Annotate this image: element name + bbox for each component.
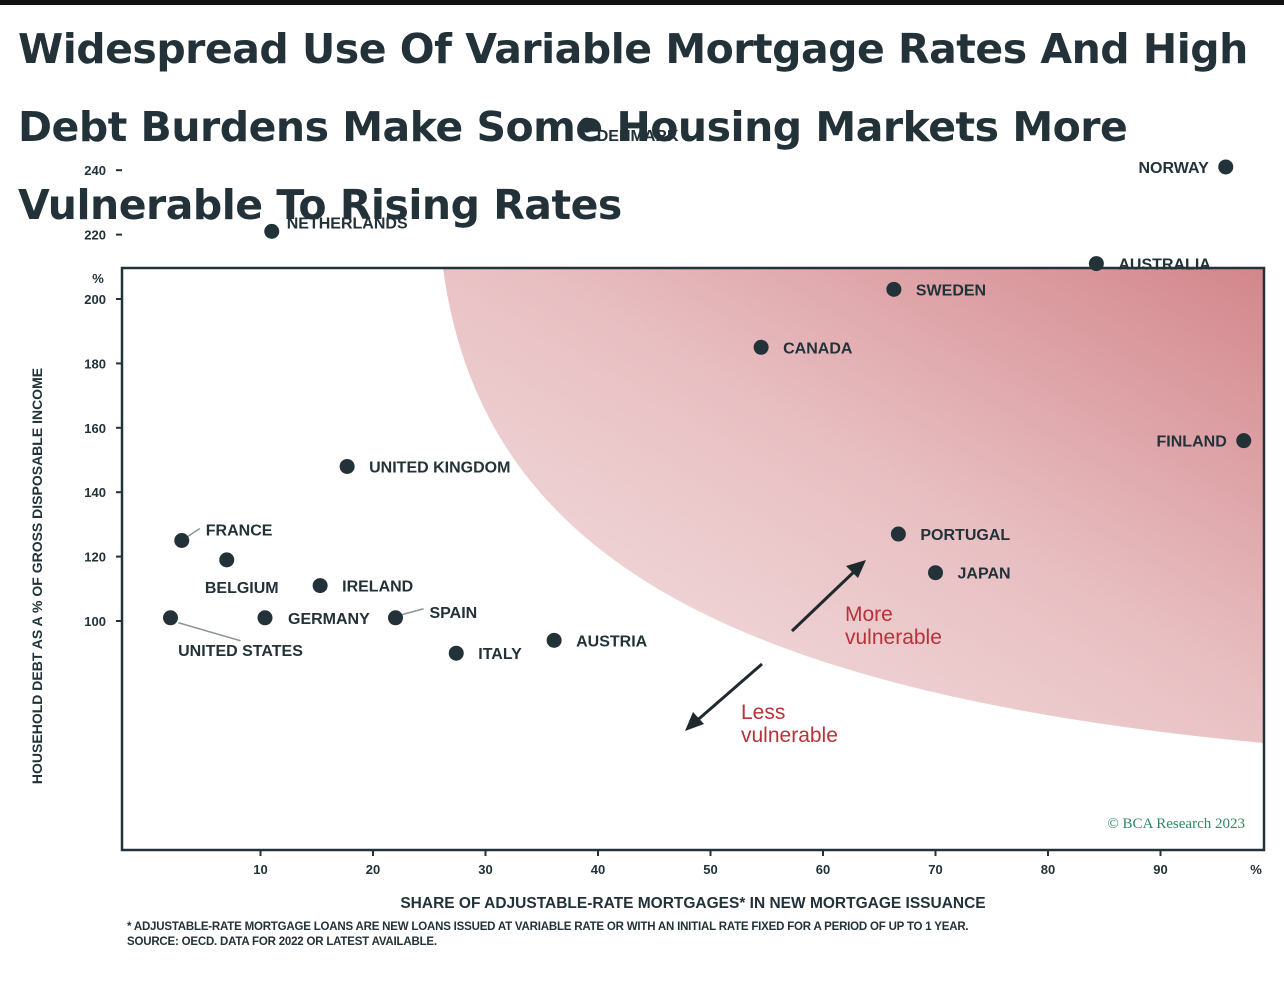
chart-title: Widespread Use Of Variable Mortgage Rate… xyxy=(18,25,1248,229)
y-tick-label: 120 xyxy=(84,550,106,565)
point-label-spain: SPAIN xyxy=(430,605,478,622)
point-label-france: FRANCE xyxy=(206,523,273,540)
point-netherlands xyxy=(264,223,280,239)
point-denmark xyxy=(579,117,595,133)
point-austria xyxy=(546,632,562,648)
more-vulnerable-label-1: More xyxy=(845,603,893,626)
plot-frame xyxy=(120,266,1266,852)
point-united-kingdom xyxy=(339,458,355,474)
x-axis-label: SHARE OF ADJUSTABLE-RATE MORTGAGES* IN N… xyxy=(400,895,985,912)
x-tick-label: 20 xyxy=(366,862,380,877)
point-label-canada: CANADA xyxy=(783,340,853,357)
x-tick-label: 30 xyxy=(478,862,492,877)
source-note: SOURCE: OECD. DATA FOR 2022 OR LATEST AV… xyxy=(127,936,437,948)
point-label-belgium: BELGIUM xyxy=(205,580,279,597)
point-canada xyxy=(753,339,769,355)
footnote: * ADJUSTABLE-RATE MORTGAGE LOANS ARE NEW… xyxy=(127,921,969,933)
point-united-states xyxy=(163,610,178,626)
y-tick-label: 180 xyxy=(84,356,106,371)
less-vulnerable-label-2: vulnerable xyxy=(741,724,838,747)
y-tick-label: 240 xyxy=(84,163,106,178)
point-belgium xyxy=(219,552,235,568)
point-norway xyxy=(1218,159,1234,175)
point-japan xyxy=(928,565,943,581)
x-tick-label: 70 xyxy=(928,862,942,877)
point-portugal xyxy=(890,526,906,542)
credit-label: © BCA Research 2023 xyxy=(1107,816,1245,832)
point-label-germany: GERMANY xyxy=(288,611,370,628)
point-label-austria: AUSTRIA xyxy=(576,633,648,650)
point-spain xyxy=(388,610,403,626)
more-vulnerable-label-2: vulnerable xyxy=(845,626,942,649)
point-sweden xyxy=(886,281,902,297)
leader-line-france xyxy=(187,527,201,538)
point-label-netherlands: NETHERLANDS xyxy=(287,215,408,232)
point-italy xyxy=(448,645,464,661)
point-label-united-states: UNITED STATES xyxy=(178,643,303,660)
point-label-united-kingdom: UNITED KINGDOM xyxy=(369,459,510,476)
top-border xyxy=(0,0,1284,5)
less-vulnerable-arrow xyxy=(692,662,763,726)
point-label-ireland: IRELAND xyxy=(342,579,413,596)
point-germany xyxy=(257,610,273,626)
point-label-denmark: DENMARK xyxy=(597,128,679,145)
y-tick-label: 200 xyxy=(84,292,106,307)
x-tick-label: 90 xyxy=(1153,862,1167,877)
point-france xyxy=(174,533,190,548)
more-vulnerable-arrowhead xyxy=(846,560,866,578)
y-tick-label: 140 xyxy=(84,485,106,500)
x-unit-label: % xyxy=(1250,862,1262,877)
leader-line-united-states xyxy=(178,622,241,642)
point-label-finland: FINLAND xyxy=(1157,434,1227,451)
y-tick-label: 160 xyxy=(84,421,106,436)
less-vulnerable-arrowhead xyxy=(685,712,704,731)
x-tick-label: 40 xyxy=(591,862,605,877)
point-label-italy: ITALY xyxy=(478,646,522,663)
point-ireland xyxy=(312,578,328,594)
x-tick-label: 60 xyxy=(816,862,830,877)
point-australia xyxy=(1088,256,1104,272)
y-unit-label: % xyxy=(92,271,104,286)
leader-line-spain xyxy=(401,608,424,616)
point-label-japan: JAPAN xyxy=(958,566,1011,583)
y-tick-label: 220 xyxy=(84,228,106,243)
y-tick-label: 100 xyxy=(84,614,106,629)
x-tick-label: 10 xyxy=(253,862,267,877)
x-tick-label: 50 xyxy=(703,862,717,877)
x-tick-label: 80 xyxy=(1041,862,1055,877)
point-label-portugal: PORTUGAL xyxy=(920,527,1010,544)
more-vulnerable-arrow xyxy=(790,566,860,633)
point-label-sweden: SWEDEN xyxy=(916,282,986,299)
point-label-australia: AUSTRALIA xyxy=(1118,257,1211,274)
less-vulnerable-label-1: Less xyxy=(741,701,785,724)
point-finland xyxy=(1236,433,1252,449)
y-axis-label: HOUSEHOLD DEBT AS A % OF GROSS DISPOSABL… xyxy=(29,368,45,784)
point-label-norway: NORWAY xyxy=(1139,160,1210,177)
vulnerable-zone xyxy=(443,268,1264,743)
